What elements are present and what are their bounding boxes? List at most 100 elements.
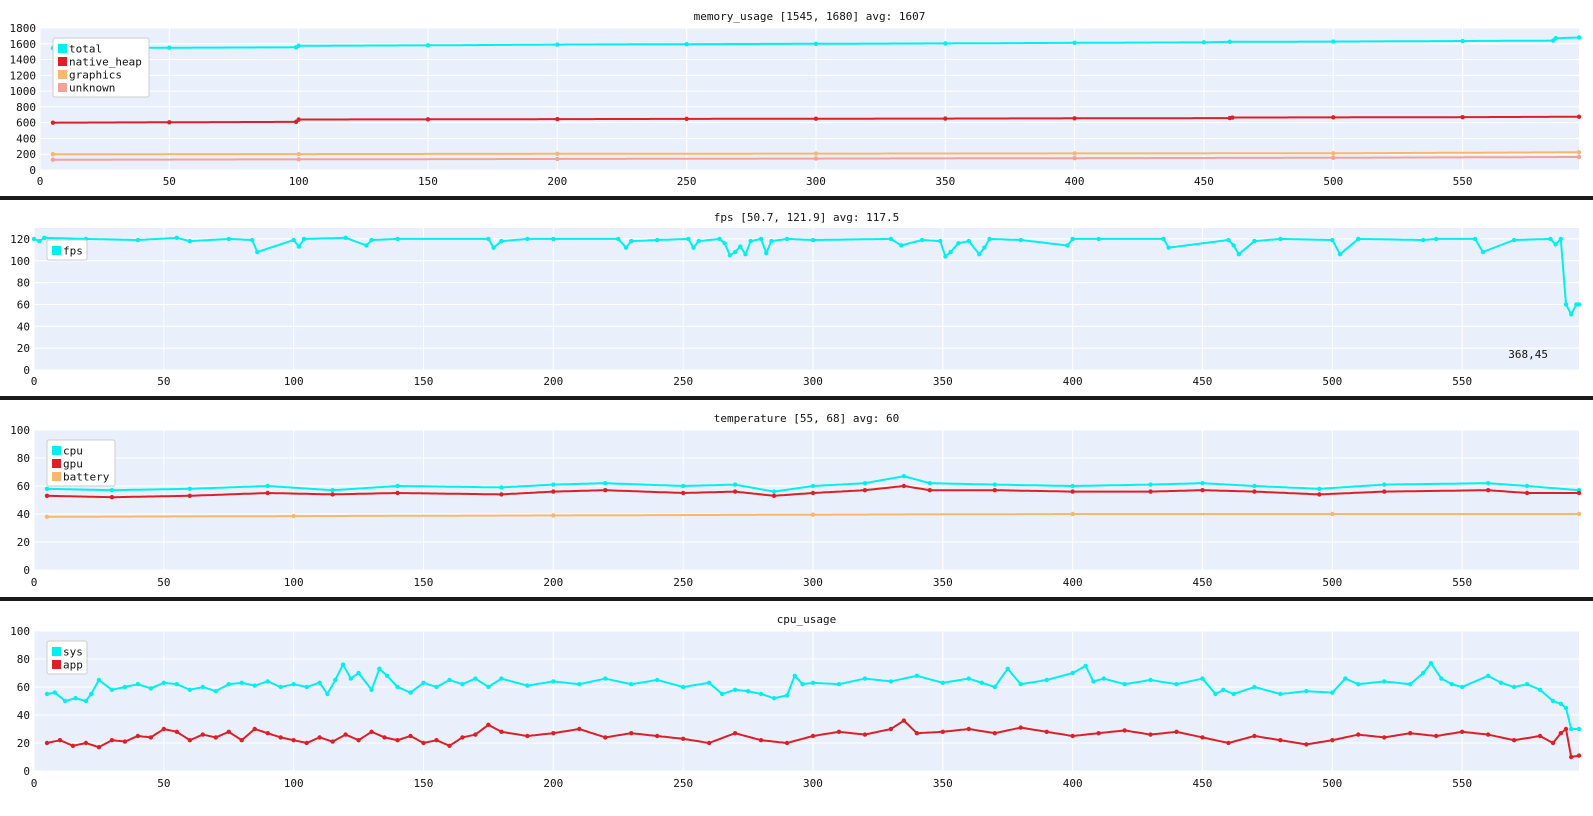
data-point — [425, 43, 431, 48]
data-point — [1408, 731, 1413, 736]
data-point — [296, 244, 302, 249]
data-point — [732, 249, 738, 255]
data-point — [901, 474, 907, 479]
data-point — [395, 684, 400, 690]
x-tick-label: 500 — [1322, 375, 1342, 388]
data-point — [239, 680, 244, 685]
data-point — [982, 245, 987, 250]
data-point — [486, 236, 491, 242]
x-tick-label: 100 — [284, 576, 304, 589]
x-tick-label: 450 — [1193, 777, 1213, 790]
data-point — [551, 482, 556, 487]
data-point — [810, 483, 816, 489]
data-point — [987, 236, 992, 242]
data-point — [499, 729, 504, 734]
data-point — [1460, 38, 1465, 44]
data-point — [629, 238, 634, 244]
data-point — [771, 696, 777, 701]
data-point — [813, 156, 819, 161]
data-point — [1382, 489, 1387, 494]
data-point — [727, 253, 733, 258]
data-point — [330, 492, 335, 497]
data-point — [1563, 726, 1569, 732]
data-point — [1200, 481, 1205, 486]
data-point — [680, 684, 686, 690]
data-point — [1101, 676, 1107, 681]
data-point — [1563, 705, 1569, 711]
data-point — [1331, 115, 1336, 120]
data-point — [1331, 155, 1336, 160]
data-point — [1174, 729, 1179, 734]
data-point — [810, 733, 816, 739]
data-point — [473, 732, 478, 737]
data-point — [50, 120, 56, 125]
data-point — [1428, 661, 1434, 666]
data-point — [758, 691, 764, 697]
grid — [33, 630, 1579, 772]
x-tick-label: 350 — [933, 777, 953, 790]
series-unknown — [50, 154, 1582, 162]
data-point — [1356, 732, 1361, 737]
data-point — [810, 680, 816, 685]
x-tick-label: 400 — [1063, 576, 1083, 589]
data-point — [96, 677, 102, 683]
data-point — [265, 679, 270, 684]
y-tick-label: 0 — [23, 564, 30, 577]
legend: fps — [46, 239, 88, 261]
chart-title: memory_usage [1545, 1680] avg: 1607 — [694, 10, 926, 23]
data-point — [1252, 483, 1257, 489]
data-point — [836, 729, 842, 734]
y-tick-label: 100 — [10, 424, 30, 437]
data-point — [265, 490, 270, 496]
data-point — [555, 42, 560, 47]
legend-swatch — [52, 472, 61, 481]
data-point — [1166, 245, 1171, 250]
y-tick-label: 100 — [10, 625, 30, 638]
x-tick-label: 350 — [933, 576, 953, 589]
x-tick-label: 150 — [414, 375, 434, 388]
data-point — [1558, 731, 1564, 736]
data-point — [792, 673, 798, 678]
data-point — [167, 120, 172, 125]
data-point — [938, 238, 943, 244]
memory-usage-chart: memory_usage [1545, 1680] avg: 1607 0 50 10… — [10, 10, 1582, 188]
data-point — [395, 490, 400, 496]
x-tick-label: 0 — [37, 175, 44, 188]
data-point — [810, 490, 816, 496]
legend-box — [52, 37, 150, 98]
data-point — [42, 235, 47, 241]
data-point — [1236, 252, 1242, 257]
data-point — [1070, 511, 1075, 517]
data-point — [135, 682, 141, 687]
data-point — [551, 731, 556, 736]
data-point — [1485, 732, 1491, 737]
data-point — [899, 243, 904, 248]
data-point — [187, 738, 192, 743]
data-point — [83, 740, 89, 746]
data-point — [577, 726, 582, 732]
data-point — [252, 726, 257, 732]
data-point — [800, 682, 805, 687]
panel-separator — [0, 597, 1593, 601]
data-point — [555, 116, 560, 122]
data-point — [1524, 483, 1530, 489]
y-tick-label: 60 — [17, 681, 30, 694]
temperature-chart: temperature [55, 68] avg: 600 50 100 150 200… — [10, 412, 1582, 589]
data-point — [1472, 236, 1478, 242]
data-point — [1576, 154, 1582, 160]
data-point — [1227, 39, 1233, 45]
data-point — [862, 676, 868, 681]
data-point — [356, 738, 361, 743]
data-point — [499, 485, 504, 490]
data-point — [395, 738, 400, 743]
data-point — [364, 243, 369, 248]
data-point — [862, 481, 868, 486]
data-point — [1421, 670, 1426, 676]
data-point — [425, 117, 431, 122]
data-point — [317, 735, 322, 740]
data-point — [992, 684, 997, 690]
data-point — [1221, 687, 1226, 692]
data-point — [1511, 738, 1517, 743]
chart-title: fps [50.7, 121.9] avg: 117.5 — [714, 211, 899, 224]
data-point — [623, 245, 629, 250]
